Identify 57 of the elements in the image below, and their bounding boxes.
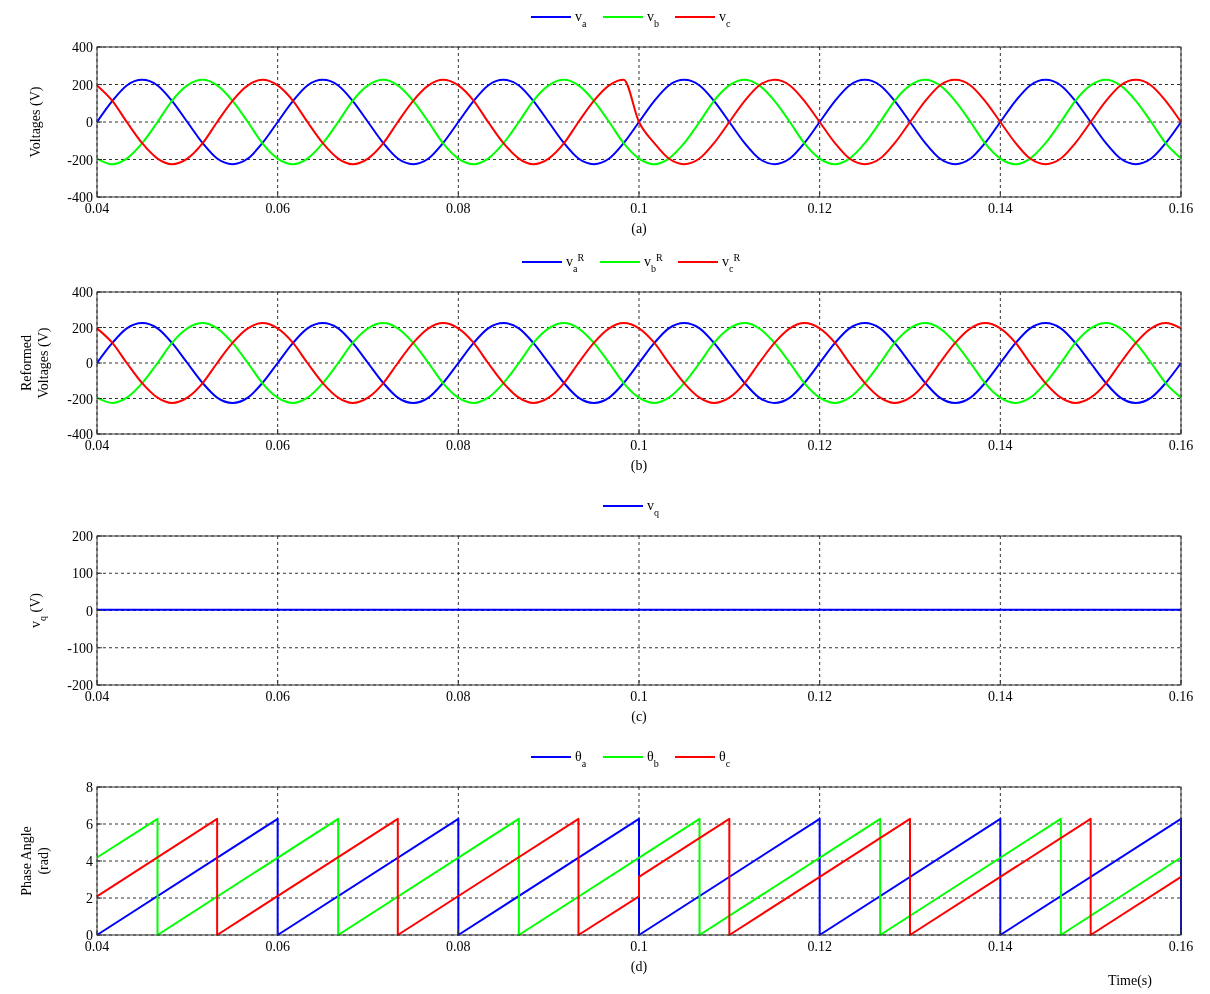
text: (d) [630,959,648,975]
x-tick-label: 0.14 [988,438,1013,453]
x-tick-label: 0.16 [1168,438,1194,453]
y-axis-title: Voltages (V) [28,86,44,158]
y-tick-label: 6 [86,817,93,832]
legend-label: v$_{a}$ [575,9,587,29]
line-series [96,78,1182,166]
text: (a) [631,221,648,237]
legend-label: θ$_{a}$ [575,749,587,769]
x-axis-title: Time(s) [1108,973,1153,989]
y-tick-label: 200 [72,320,93,336]
y-tick-label: 4 [86,854,93,869]
legend-label: v$_{c}$ [719,9,731,29]
x-tick-label: 0.1 [630,201,648,216]
y-tick-label: -200 [67,391,93,407]
x-tick-label: 0.08 [446,201,471,216]
y-tick-label: 0 [86,115,93,130]
y-axis-title: Reformed Voltages (V) [19,327,52,399]
y-tick-label: 400 [72,40,93,55]
x-tick-label: 0.12 [807,201,832,216]
y-tick-label: -200 [67,152,93,168]
x-tick-label: 0.16 [1168,939,1194,954]
x-tick-label: 0.16 [1168,201,1194,216]
legend-label: v$_{b}$ [647,9,659,29]
x-tick-label: 0.12 [807,689,832,704]
x-tick-label: 0.1 [630,689,648,704]
y-tick-label: 2 [86,891,93,906]
x-tick-label: 0.14 [988,201,1013,216]
x-tick-label: 0.06 [265,689,290,704]
legend-label: θ$_{b}$ [647,749,659,769]
x-tick-label: 0.06 [265,201,290,216]
y-axis-title: Phase Angle (rad) [19,826,52,896]
x-tick-label: 0.12 [807,939,832,954]
x-tick-label: 0.08 [446,689,471,704]
y-tick-label: -100 [67,640,93,656]
x-tick-label: 0.08 [446,939,471,954]
x-tick-label: 0.08 [446,438,471,453]
line-series [96,322,1182,404]
text: (c) [631,709,648,725]
text: (b) [630,458,648,474]
x-tick-label: 0.14 [988,939,1013,954]
x-tick-label: 0.06 [265,939,290,954]
x-tick-label: 0.14 [988,689,1013,704]
x-tick-label: 0.16 [1168,689,1194,704]
x-tick-label: 0.1 [630,939,648,954]
y-tick-label: 100 [72,566,93,582]
y-tick-label: 0 [86,603,93,619]
x-tick-label: 0.1 [630,438,648,453]
legend-label: θ$_{c}$ [719,749,731,769]
x-tick-label: 0.12 [807,438,832,453]
y-tick-label: 8 [86,780,93,795]
legend-label: v$_{q}$ [647,498,659,518]
y-tick-label: 200 [72,77,93,93]
x-tick-label: 0.06 [265,438,290,453]
y-tick-label: 400 [72,285,93,300]
y-tick-label: 200 [72,529,93,544]
y-tick-label: 0 [86,356,93,371]
